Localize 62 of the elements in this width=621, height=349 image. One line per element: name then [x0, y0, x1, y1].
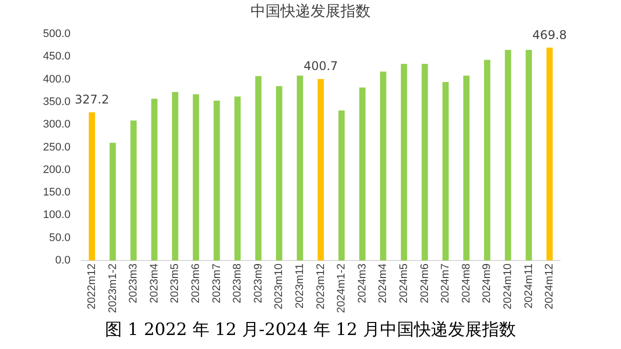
- bar: [442, 82, 449, 260]
- data-label: 400.7: [304, 59, 338, 74]
- y-tick-label: 300.0: [42, 118, 71, 131]
- caption: 图 1 2022 年 12 月-2024 年 12 月中国快递发展指数: [104, 319, 517, 341]
- x-tick-label: 2024m4: [377, 263, 390, 304]
- x-tick-label: 2024m9: [481, 263, 494, 304]
- bar: [546, 48, 553, 260]
- y-tick-label: 500.0: [42, 28, 71, 40]
- bar: [338, 110, 345, 260]
- bar: [318, 78, 324, 260]
- x-tick-label: 2024m10: [502, 263, 514, 310]
- bar: [422, 64, 428, 260]
- y-tick-label: 150.0: [42, 186, 71, 199]
- y-tick-label: 350.0: [42, 96, 71, 108]
- y-tick-label: 450.0: [42, 50, 71, 63]
- bar: [484, 60, 490, 260]
- x-tick-label: 2023m8: [232, 263, 244, 304]
- x-tick-label: 2023m7: [210, 263, 223, 304]
- y-tick-label: 0.0: [55, 254, 71, 266]
- bar: [526, 50, 532, 260]
- bar: [276, 86, 282, 260]
- bar: [504, 50, 512, 260]
- x-tick-label: 2024m6: [418, 263, 431, 304]
- bar: [151, 98, 158, 260]
- y-tick-label: 200.0: [42, 164, 71, 176]
- x-tick-label: 2023m10: [273, 263, 286, 310]
- bar: [130, 120, 137, 260]
- x-tick-label: 2023m4: [148, 263, 160, 304]
- x-tick-label: 2023m1-2: [106, 263, 119, 314]
- x-tick-label: 2023m6: [190, 263, 202, 304]
- y-tick-label: 50.0: [49, 232, 71, 244]
- x-tick-label: 2023m11: [294, 263, 306, 309]
- x-tick-label: 2024m11: [522, 263, 535, 309]
- x-tick-label: 2023m3: [128, 263, 140, 304]
- x-tick-label: 2024m1-2: [336, 263, 348, 314]
- bar: [172, 92, 178, 260]
- data-label: 469.8: [532, 28, 567, 42]
- bar: [359, 87, 366, 260]
- x-tick-label: 2024m8: [460, 263, 472, 304]
- x-tick-label: 2024m3: [356, 263, 368, 304]
- bar: [296, 76, 304, 260]
- bar: [380, 72, 386, 260]
- x-tick-label: 2022m12: [86, 263, 98, 310]
- bar: [192, 94, 200, 260]
- bar: [255, 76, 262, 260]
- x-tick-label: 2023m5: [169, 263, 182, 304]
- x-tick-label: 2023m12: [314, 263, 327, 310]
- y-tick-label: 250.0: [42, 141, 71, 154]
- bar: [234, 96, 241, 260]
- y-tick-label: 100.0: [42, 209, 71, 222]
- x-tick-label: 2023m9: [252, 263, 264, 304]
- bar: [88, 112, 96, 260]
- bar: [400, 64, 408, 260]
- x-tick-label: 2024m5: [398, 263, 410, 304]
- bar: [214, 100, 220, 260]
- x-tick-label: 2024m7: [440, 263, 452, 304]
- x-tick-label: 2024m12: [544, 263, 556, 310]
- y-tick-label: 400.0: [42, 73, 71, 86]
- chart-title: 中国快递发展指数: [250, 2, 372, 21]
- bar: [463, 76, 470, 260]
- data-label: 327.2: [74, 92, 110, 106]
- bar: [110, 142, 116, 260]
